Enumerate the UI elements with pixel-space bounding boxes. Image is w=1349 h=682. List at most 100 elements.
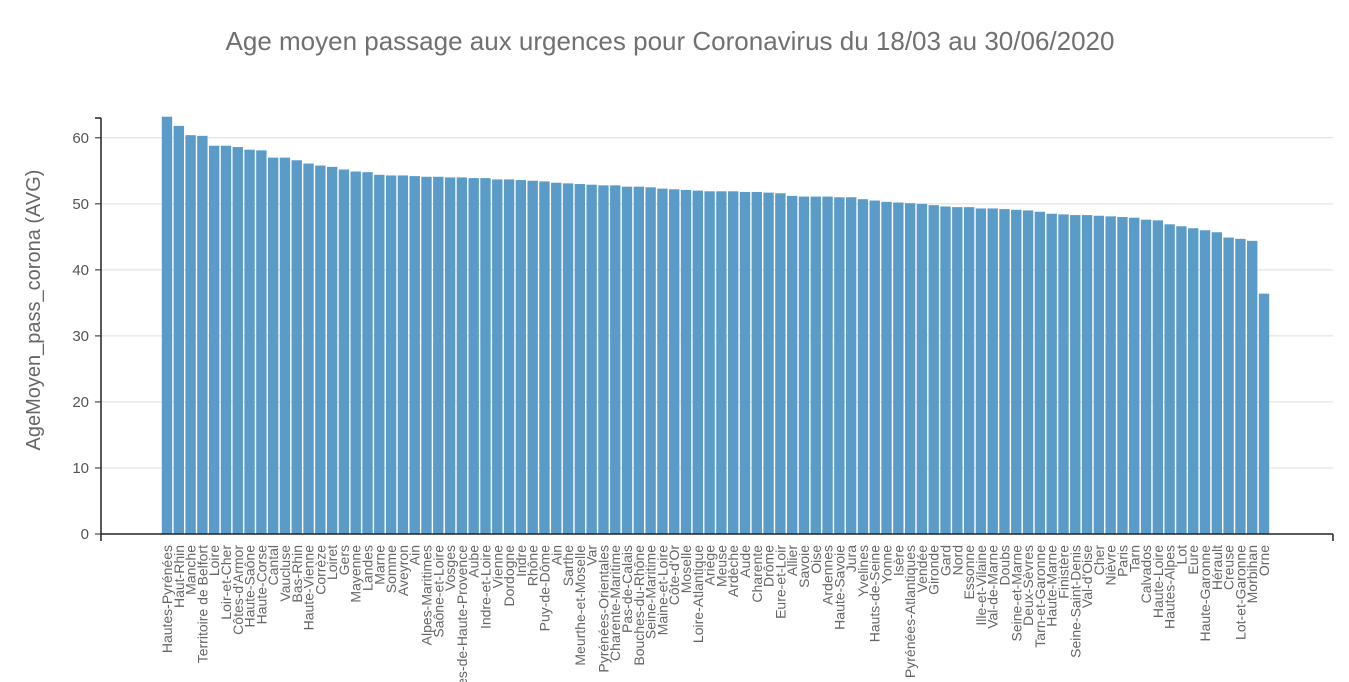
bar [621, 186, 633, 535]
x-tick-label: Mayenne [348, 545, 364, 603]
x-tick-label: Ariège [702, 545, 718, 586]
bar [610, 185, 621, 534]
bar [503, 179, 515, 534]
x-tick-label: Somme [383, 545, 399, 593]
x-tick-label: Aude [737, 545, 753, 578]
x-tick-label: Alpes-Maritimes [419, 545, 435, 645]
x-tick-label: Pyrénées-Atlantiques [902, 545, 918, 678]
bar [904, 203, 916, 534]
bar [480, 178, 491, 534]
bar [374, 174, 385, 535]
bar [326, 166, 338, 535]
y-axis-title: AgeMoyen_pass_corona (AVG) [23, 170, 45, 451]
x-tick-label: Isère [890, 545, 906, 576]
x-tick-label: Eure [1185, 545, 1201, 575]
x-tick-label: Hautes-Pyrénées [159, 545, 175, 653]
x-tick-label: Dordogne [501, 545, 517, 607]
bar [704, 191, 715, 535]
x-tick-label: Cher [1091, 545, 1107, 576]
bar [952, 207, 963, 534]
bar [751, 191, 762, 534]
bar [527, 180, 538, 535]
x-tick-label: Côtes-d'Armor [230, 545, 246, 635]
x-tick-label: Haute-Garonne [1197, 545, 1213, 642]
x-tick-label: Haute-Saône [242, 545, 258, 628]
bar [716, 191, 727, 535]
x-tick-label: Hauts-de-Seine [867, 545, 883, 642]
bar [1211, 232, 1223, 535]
x-tick-label: Jura [843, 545, 859, 572]
bar [468, 178, 479, 534]
bar [256, 150, 267, 535]
x-tick-label: Marne [371, 545, 387, 585]
x-tick-label: Pas-de-Calais [619, 545, 635, 633]
bar [562, 183, 574, 534]
x-tick-label: Morbihan [1244, 545, 1260, 603]
x-tick-label: Finistère [1055, 545, 1071, 599]
x-tick-label: Haute-Vienne [301, 545, 317, 631]
bar [539, 181, 550, 534]
x-tick-label: Var [584, 545, 600, 566]
bar [1152, 220, 1164, 534]
x-tick-label: Seine-Saint-Denis [1067, 545, 1083, 658]
x-tick-label: Calvados [1138, 545, 1154, 603]
x-tick-label: Territoire de Belfort [194, 545, 210, 663]
x-tick-label: Tarn-et-Garonne [1032, 545, 1048, 648]
bar [1046, 213, 1057, 534]
x-tick-label: Haut-Rhin [171, 545, 187, 608]
x-tick-label: Val-de-Marne [985, 545, 1001, 629]
bar [928, 205, 939, 534]
bar [161, 116, 173, 535]
x-tick-label: Haute-Savoie [831, 545, 847, 630]
x-tick-label: Loir-et-Cher [218, 545, 234, 620]
bar [1093, 215, 1105, 535]
bar [456, 177, 468, 534]
x-tick-label: Seine-Maritime [643, 545, 659, 639]
bar [881, 201, 892, 535]
x-tick-label: Vosges [442, 545, 458, 591]
x-tick-label: Allier [784, 545, 800, 576]
x-tick-label: Charente [749, 545, 765, 603]
x-tick-label: Vienne [489, 545, 505, 589]
bar [763, 192, 774, 534]
x-tick-label: Drôme [761, 545, 777, 587]
bar [1129, 217, 1140, 534]
bar [775, 193, 786, 534]
x-tick-label: Puy-de-Dôme [536, 545, 552, 632]
bar [739, 191, 751, 534]
bar [1022, 210, 1034, 534]
y-tick-label: 20 [72, 394, 89, 411]
bar [999, 209, 1010, 534]
bar [444, 177, 456, 534]
bar [421, 176, 432, 534]
y-tick-label: 30 [72, 328, 89, 345]
bar [869, 200, 880, 535]
bar [409, 176, 420, 535]
bar [1070, 215, 1081, 534]
x-tick-label: Tarn [1126, 545, 1142, 572]
x-tick-label: Manche [183, 545, 199, 595]
x-tick-label: Vaucluse [277, 545, 293, 602]
x-tick-label: Gironde [926, 545, 942, 595]
bar [291, 160, 302, 534]
x-tick-label: Haute-Marne [1044, 545, 1060, 627]
bar [1081, 215, 1093, 534]
bar [728, 191, 739, 535]
bar [244, 149, 255, 534]
bar [515, 180, 527, 534]
x-tick-label: Haute-Corse [253, 545, 269, 625]
bar [810, 196, 821, 534]
x-tick-label: Rhône [525, 545, 541, 586]
bar [940, 206, 951, 535]
x-tick-label: Val-d'Oise [1079, 545, 1095, 608]
x-tick-label: Haute-Loire [1150, 545, 1166, 618]
x-tick-label: Lot [1173, 545, 1189, 565]
y-tick-label: 50 [72, 196, 89, 213]
bar [362, 172, 373, 534]
bar [433, 176, 444, 534]
x-tick-label: Côte-d'Or [666, 545, 682, 606]
y-tick-label: 10 [72, 460, 89, 477]
bar [350, 171, 361, 535]
bar [385, 175, 397, 534]
bar [822, 196, 833, 534]
